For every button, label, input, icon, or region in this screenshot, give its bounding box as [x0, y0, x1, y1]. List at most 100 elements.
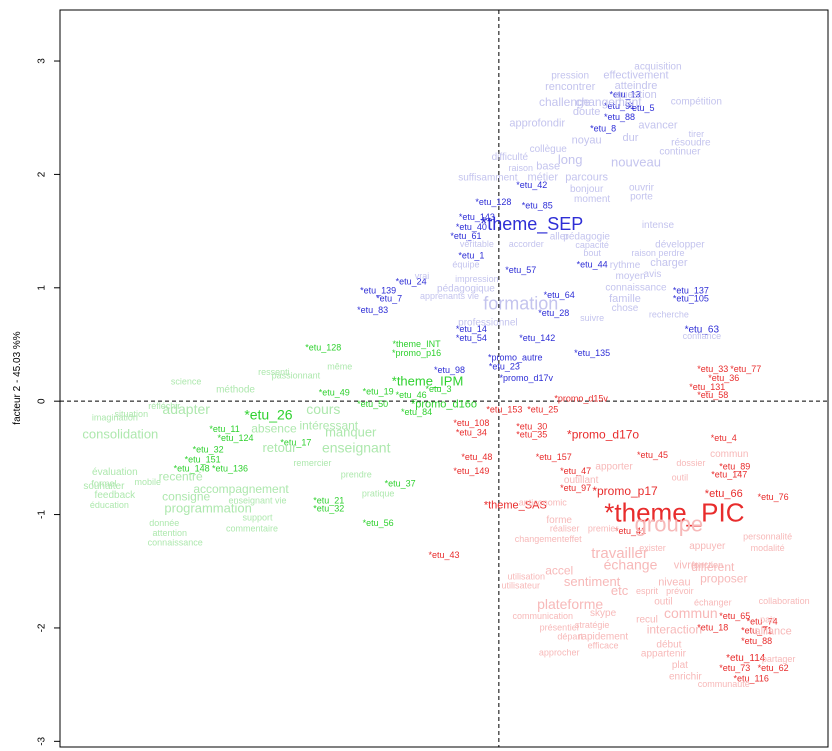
point-label: *etu_41 — [615, 526, 646, 536]
point-label: début — [656, 640, 681, 651]
point-label: pression — [551, 70, 589, 81]
point-label: anticonomic — [519, 498, 568, 508]
point-label: *promo_d17v — [500, 373, 554, 383]
point-label: *etu_17 — [280, 438, 311, 448]
point-label: *etu_18 — [697, 622, 728, 632]
point-label: outil — [672, 473, 689, 483]
point-label: base — [536, 160, 560, 172]
point-label: *theme_IPM — [392, 373, 464, 388]
point-label: pédagogique — [437, 284, 495, 295]
point-label: échange — [604, 556, 658, 572]
y-tick-label: 0 — [37, 398, 48, 404]
point-label: *etu_1 — [458, 250, 484, 260]
point-label: *etu_24 — [396, 276, 427, 286]
point-label: *etu_35 — [516, 430, 547, 440]
point-label: enrichir — [669, 671, 702, 682]
point-label: *theme_INT — [393, 339, 442, 349]
point-label: effectivement — [603, 70, 668, 82]
point-label: interaction — [647, 622, 702, 636]
point-label: *etu_97 — [560, 483, 591, 493]
y-axis: 3 2 1 0 -1 -2 -3 — [37, 58, 60, 746]
point-label: souhaiter — [83, 481, 125, 492]
point-label: sentiment — [564, 574, 621, 589]
point-label: pratique — [362, 489, 395, 499]
point-label: skype — [590, 608, 617, 619]
point-label: *etu_56 — [363, 518, 394, 528]
point-label: prendre — [341, 469, 372, 479]
point-label: changement — [576, 95, 643, 109]
point-label: développer — [655, 239, 705, 250]
point-label: *etu_128 — [475, 197, 511, 207]
point-label: imagination — [92, 413, 138, 423]
point-label: *etu_63 — [685, 324, 720, 335]
point-label: *etu_137 — [673, 286, 709, 296]
point-label: pair — [760, 614, 775, 624]
point-label: remercier — [293, 458, 331, 468]
point-label: niveau — [658, 576, 690, 588]
point-label: *etu_48 — [461, 452, 492, 462]
point-label: *etu_43 — [428, 550, 459, 560]
point-label: *etu_61 — [450, 231, 481, 241]
point-label: éducation — [90, 500, 129, 510]
point-label: *etu_49 — [319, 388, 350, 398]
point-label: passionnant — [272, 371, 321, 381]
point-label: capacité — [575, 240, 609, 250]
y-tick-label: 1 — [37, 285, 48, 291]
point-label: appartenir — [641, 649, 687, 660]
point-label: aller — [550, 231, 570, 242]
point-label: *etu_13 — [610, 89, 641, 99]
point-label: suffisamment — [458, 172, 518, 183]
point-label: long — [558, 152, 583, 167]
point-label: départ — [557, 631, 583, 641]
point-label: moment — [574, 194, 610, 205]
point-label: chose — [612, 303, 639, 314]
point-label: modalité — [751, 543, 785, 553]
point-label: difficulté — [492, 152, 529, 163]
point-label: *etu_116 — [734, 673, 769, 683]
point-label: *promo_p16 — [392, 348, 441, 358]
point-label: mobile — [135, 477, 162, 487]
point-label: pédagogie — [563, 231, 610, 242]
point-label: rencontrer — [545, 81, 595, 93]
point-label: *etu_85 — [522, 201, 553, 211]
point-label: charger — [650, 257, 688, 269]
point-label: plat — [672, 660, 688, 671]
point-label: *etu_89 — [719, 461, 750, 471]
point-label: *etu_74 — [747, 617, 778, 627]
point-label: rapidement — [578, 632, 628, 643]
point-label: consigne — [162, 490, 210, 504]
point-label: programmation — [164, 500, 251, 515]
point-label: intense — [642, 220, 675, 231]
point-label: atteindre — [615, 80, 658, 92]
point-label: *etu_58 — [697, 390, 728, 400]
point-label: connaissance — [148, 537, 203, 547]
y-tick-label: 3 — [37, 58, 48, 64]
point-label: compétition — [671, 96, 722, 107]
point-label: *etu_157 — [536, 452, 572, 462]
point-label: *etu_105 — [673, 294, 709, 304]
point-label: stratégie — [575, 620, 610, 630]
y-tick-label: -3 — [37, 736, 48, 745]
point-label: apprenants vie — [420, 291, 479, 301]
point-label: *etu_47 — [560, 466, 591, 476]
point-label: métier — [527, 172, 558, 184]
point-label: *etu_64 — [544, 290, 575, 300]
point-label: *theme_SEP — [480, 214, 583, 235]
point-label: échanger — [694, 597, 732, 607]
point-label: outillant — [564, 475, 599, 486]
point-label: personnalité — [743, 532, 792, 542]
point-label: *etu_46 — [396, 390, 427, 400]
point-label: raison — [509, 163, 534, 173]
point-label: méthode — [216, 384, 255, 395]
point-label: recentré — [159, 469, 203, 483]
point-label: forme — [546, 515, 572, 526]
point-label: approfondir — [509, 117, 565, 129]
point-label: manquer — [325, 424, 377, 439]
point-label: absence — [251, 422, 297, 436]
point-label: changementeffet — [515, 534, 582, 544]
point-label: *etu_25 — [527, 405, 558, 415]
point-label: question — [615, 89, 657, 101]
point-label: commentaire — [226, 524, 278, 534]
point-label: *etu_153 — [486, 405, 522, 415]
point-label: *etu_83 — [357, 305, 388, 315]
